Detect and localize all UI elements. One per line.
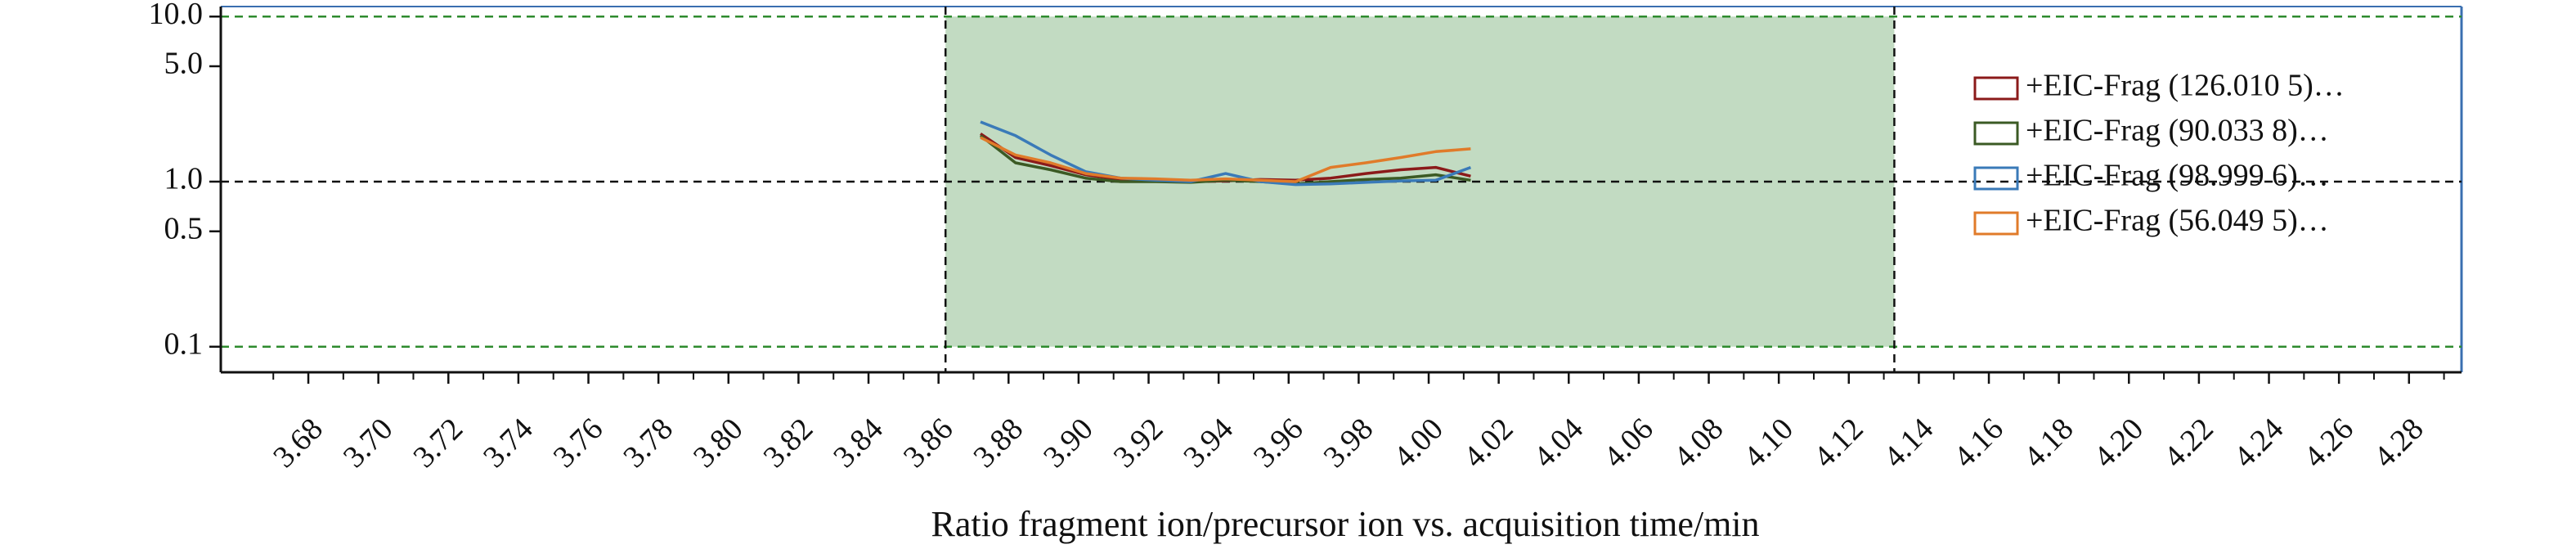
x-tick-label-7: 3.82 (757, 412, 820, 475)
series-line-2 (980, 120, 1472, 187)
legend-label-2: +EIC-Frag (98.999 6)… (2026, 159, 2329, 193)
legend-swatch-0 (1973, 76, 2019, 101)
legend-swatch-2 (1973, 166, 2019, 191)
x-tick-label-20: 4.08 (1667, 412, 1730, 475)
x-tick-label-18: 4.04 (1527, 412, 1590, 475)
y-tick-label-4: 0.1 (164, 326, 204, 361)
x-tick-label-22: 4.12 (1807, 412, 1870, 475)
reference-lines-layer (221, 7, 2462, 372)
x-tick-label-17: 4.02 (1457, 412, 1520, 475)
x-tick-label-26: 4.20 (2087, 412, 2150, 475)
x-tick-label-23: 4.14 (1878, 412, 1941, 475)
legend-label-1: +EIC-Frag (90.033 8)… (2026, 114, 2329, 148)
legend: +EIC-Frag (126.010 5)… +EIC-Frag (90.033 … (1973, 69, 2345, 238)
x-tick-label-29: 4.26 (2297, 412, 2360, 475)
x-tick-label-6: 3.80 (687, 412, 750, 475)
y-tick-label-3: 0.5 (164, 211, 204, 245)
x-tick-label-24: 4.16 (1947, 412, 2010, 475)
x-tick-label-2: 3.72 (406, 412, 469, 475)
legend-swatch-3 (1973, 211, 2019, 236)
series-line-3 (980, 136, 1471, 183)
x-tick-label-30: 4.28 (2367, 412, 2430, 475)
x-tick-label-15: 3.98 (1317, 412, 1380, 475)
x-tick-label-5: 3.78 (617, 412, 680, 475)
x-tick-label-1: 3.70 (337, 412, 400, 475)
x-tick-label-28: 4.24 (2228, 412, 2291, 475)
x-tick-label-13: 3.94 (1177, 412, 1240, 475)
legend-label-3: +EIC-Frag (56.049 5)… (2026, 204, 2329, 238)
x-tick-label-14: 3.96 (1247, 412, 1310, 475)
x-axis-label: Ratio fragment ion/precursor ion vs. acq… (931, 504, 1759, 544)
plot-frame-layer (221, 6, 2463, 372)
x-tick-label-0: 3.68 (267, 412, 330, 475)
x-tick-label-10: 3.88 (967, 412, 1030, 475)
x-tick-label-27: 4.22 (2157, 412, 2220, 475)
x-tick-label-12: 3.92 (1107, 412, 1170, 475)
legend-swatch-1 (1973, 121, 2019, 146)
x-tick-label-19: 4.06 (1597, 412, 1660, 475)
x-tick-label-25: 4.18 (2017, 412, 2080, 475)
x-tick-label-16: 4.00 (1387, 412, 1450, 475)
y-tick-label-0: 10.0 (149, 0, 204, 31)
y-tick-label-1: 5.0 (164, 47, 204, 81)
legend-label-0: +EIC-Frag (126.010 5)… (2026, 69, 2345, 103)
x-tick-label-8: 3.84 (827, 412, 890, 475)
x-tick-label-4: 3.76 (547, 412, 610, 475)
x-tick-label-21: 4.10 (1737, 412, 1800, 475)
x-tick-label-11: 3.90 (1037, 412, 1100, 475)
y-tick-label-2: 1.0 (164, 162, 204, 196)
x-tick-label-3: 3.74 (477, 412, 540, 475)
x-tick-label-9: 3.86 (897, 412, 960, 475)
series-layer (979, 120, 1472, 187)
